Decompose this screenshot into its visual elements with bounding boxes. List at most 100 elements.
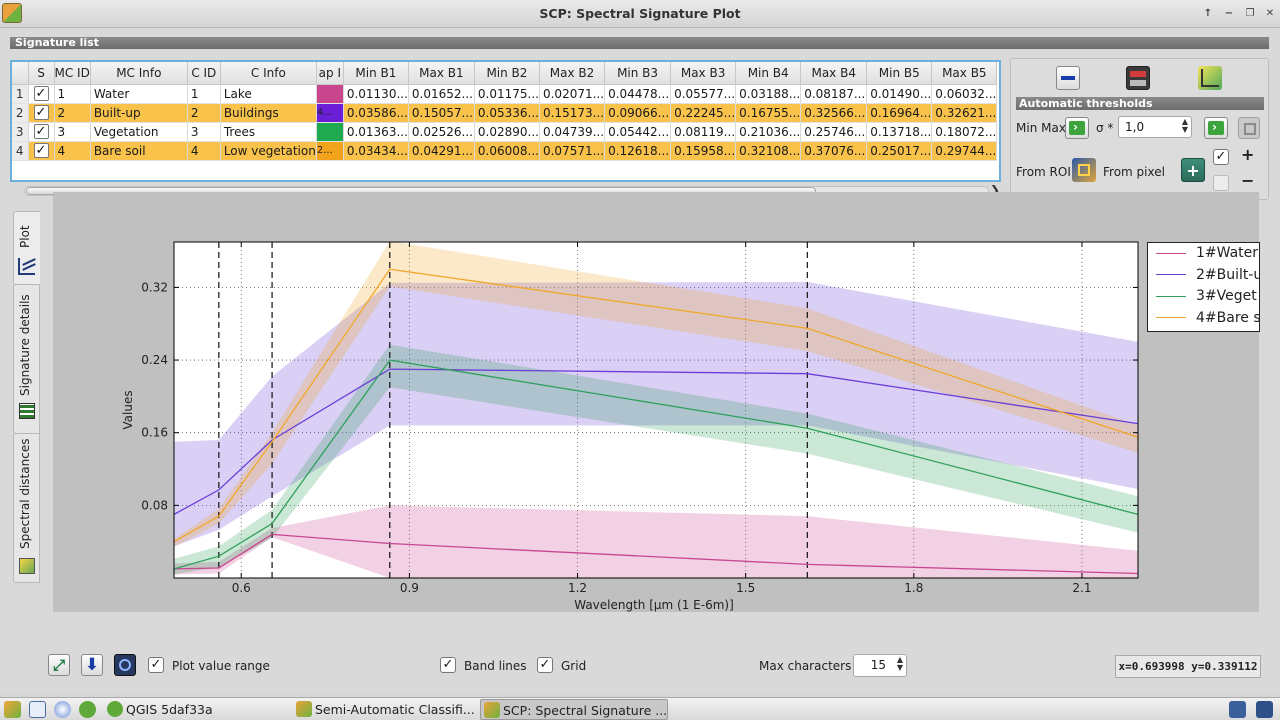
column-header[interactable]: Min B5	[866, 62, 933, 85]
web-browser-icon[interactable]	[54, 701, 71, 718]
column-header[interactable]: Min B2	[474, 62, 540, 85]
color-swatch[interactable]	[316, 84, 343, 102]
tab-plot[interactable]: Plot	[13, 211, 40, 285]
mc-info-cell[interactable]: Water	[90, 84, 188, 104]
band-value-cell[interactable]: 0.25017...	[866, 141, 933, 161]
min-max-apply-button[interactable]: ›	[1065, 117, 1089, 139]
band-value-cell[interactable]: 0.25746...	[800, 122, 868, 142]
band-value-cell[interactable]: 0.32621...	[931, 103, 998, 123]
sigma-apply-button[interactable]: ›	[1204, 117, 1228, 139]
negative-threshold-checkbox[interactable]	[1213, 175, 1229, 191]
band-value-cell[interactable]: 0.08187...	[800, 84, 868, 104]
taskbar-task-spectral-plot[interactable]: SCP: Spectral Signature ...	[480, 699, 668, 720]
column-header[interactable]: Max B3	[670, 62, 737, 85]
band-value-cell[interactable]: 0.02526...	[408, 122, 475, 142]
network-icon[interactable]	[1229, 701, 1246, 718]
show-desktop-icon[interactable]	[1256, 701, 1273, 718]
mc-id-cell[interactable]: 3	[54, 122, 91, 142]
minimize-window-icon[interactable]: −	[1224, 8, 1234, 19]
table-row[interactable]: 3 ✓ 3 Vegetation 3 Trees 0.01363... 0.02526... 0…	[12, 122, 998, 142]
color-swatch[interactable]: 4...	[316, 103, 343, 121]
band-value-cell[interactable]: 0.22245...	[670, 103, 737, 123]
band-value-cell[interactable]: 0.01130...	[343, 84, 409, 104]
column-header[interactable]: MC Info	[90, 62, 188, 85]
row-number[interactable]: 3	[12, 122, 29, 142]
band-value-cell[interactable]: 0.05442...	[604, 122, 672, 142]
column-header[interactable]: C ID	[187, 62, 221, 85]
select-cell[interactable]: ✓	[28, 103, 55, 123]
mc-id-cell[interactable]: 2	[54, 103, 91, 123]
add-to-signature-list-button[interactable]	[1198, 66, 1222, 90]
band-value-cell[interactable]: 0.32108...	[735, 141, 802, 161]
c-id-cell[interactable]: 3	[187, 122, 221, 142]
column-header[interactable]: ap I	[316, 62, 344, 85]
signature-checkbox[interactable]: ✓	[33, 86, 49, 101]
c-info-cell[interactable]: Lake	[220, 84, 317, 104]
start-menu-icon[interactable]	[4, 701, 21, 718]
disabled-tool-button[interactable]	[1238, 117, 1260, 139]
color-cell[interactable]	[316, 84, 344, 104]
signature-checkbox[interactable]: ✓	[33, 124, 49, 139]
column-header[interactable]: Max B1	[408, 62, 475, 85]
band-value-cell[interactable]: 0.03434...	[343, 141, 409, 161]
mc-info-cell[interactable]: Bare soil	[90, 141, 188, 161]
band-value-cell[interactable]: 0.02890...	[474, 122, 540, 142]
positive-threshold-checkbox[interactable]: ✓	[1213, 149, 1229, 165]
band-value-cell[interactable]: 0.16755...	[735, 103, 802, 123]
color-cell[interactable]: 4...	[316, 103, 344, 123]
band-value-cell[interactable]: 0.01175...	[474, 84, 540, 104]
band-value-cell[interactable]: 0.37076...	[800, 141, 868, 161]
c-info-cell[interactable]: Low vegetation	[220, 141, 317, 161]
color-swatch[interactable]: 2...	[316, 141, 343, 159]
close-window-icon[interactable]: ✕	[1265, 8, 1275, 19]
spin-arrows-icon[interactable]: ▲ ▼	[1181, 117, 1188, 134]
c-info-cell[interactable]: Buildings	[220, 103, 317, 123]
table-row[interactable]: 2 ✓ 2 Built-up 2 Buildings 4... 0.03586... 0.150…	[12, 103, 998, 123]
signature-table[interactable]: S MC ID MC Info C ID C Info ap I Min B1 Max B1 M…	[10, 60, 1001, 182]
column-header[interactable]: Max B2	[539, 62, 606, 85]
max-characters-spinbox[interactable]: 15 ▲ ▼	[853, 654, 907, 677]
column-header[interactable]: Min B4	[735, 62, 802, 85]
band-value-cell[interactable]: 0.09066...	[604, 103, 672, 123]
c-id-cell[interactable]: 2	[187, 103, 221, 123]
column-header[interactable]: MC ID	[54, 62, 91, 85]
column-header[interactable]: Min B3	[604, 62, 672, 85]
band-value-cell[interactable]: 0.06008...	[474, 141, 540, 161]
tab-signature-details[interactable]: Signature details	[13, 284, 40, 434]
band-value-cell[interactable]: 0.16964...	[866, 103, 933, 123]
band-value-cell[interactable]: 0.03586...	[343, 103, 409, 123]
column-header[interactable]: Max B5	[931, 62, 998, 85]
column-header[interactable]: S	[28, 62, 55, 85]
calculate-signature-button[interactable]	[1126, 66, 1150, 90]
c-id-cell[interactable]: 1	[187, 84, 221, 104]
taskbar-task-qgis[interactable]: QGIS 5daf33a	[104, 699, 284, 720]
band-value-cell[interactable]: 0.04291...	[408, 141, 475, 161]
band-value-cell[interactable]: 0.06032...	[931, 84, 998, 104]
band-value-cell[interactable]: 0.04739...	[539, 122, 606, 142]
row-number[interactable]: 1	[12, 84, 29, 104]
scroll-right-icon[interactable]: ❯	[990, 183, 1001, 197]
mc-info-cell[interactable]: Built-up	[90, 103, 188, 123]
fit-to-data-button[interactable]: ⤢	[48, 654, 70, 676]
select-cell[interactable]: ✓	[28, 141, 55, 161]
plot-value-range-checkbox[interactable]: ✓	[148, 657, 164, 673]
row-number[interactable]: 4	[12, 141, 29, 161]
taskbar-task-scp-dock[interactable]: Semi-Automatic Classifi...	[293, 699, 479, 720]
remove-signature-button[interactable]	[1056, 66, 1080, 90]
c-id-cell[interactable]: 4	[187, 141, 221, 161]
band-value-cell[interactable]: 0.29744...	[931, 141, 998, 161]
band-value-cell[interactable]: 0.32566...	[800, 103, 868, 123]
save-plot-button[interactable]: ⬇	[81, 654, 103, 676]
color-cell[interactable]: 2...	[316, 141, 344, 161]
color-cell[interactable]	[316, 122, 344, 142]
band-value-cell[interactable]: 0.01490...	[866, 84, 933, 104]
grid-checkbox[interactable]: ✓	[537, 657, 553, 673]
band-value-cell[interactable]: 0.05577...	[670, 84, 737, 104]
row-number[interactable]: 2	[12, 103, 29, 123]
band-value-cell[interactable]: 0.05336...	[474, 103, 540, 123]
plot-settings-button[interactable]	[114, 654, 136, 676]
signature-checkbox[interactable]: ✓	[33, 143, 49, 158]
column-header[interactable]: C Info	[220, 62, 317, 85]
shade-window-icon[interactable]: ↑	[1203, 8, 1213, 19]
column-header[interactable]: Max B4	[800, 62, 868, 85]
